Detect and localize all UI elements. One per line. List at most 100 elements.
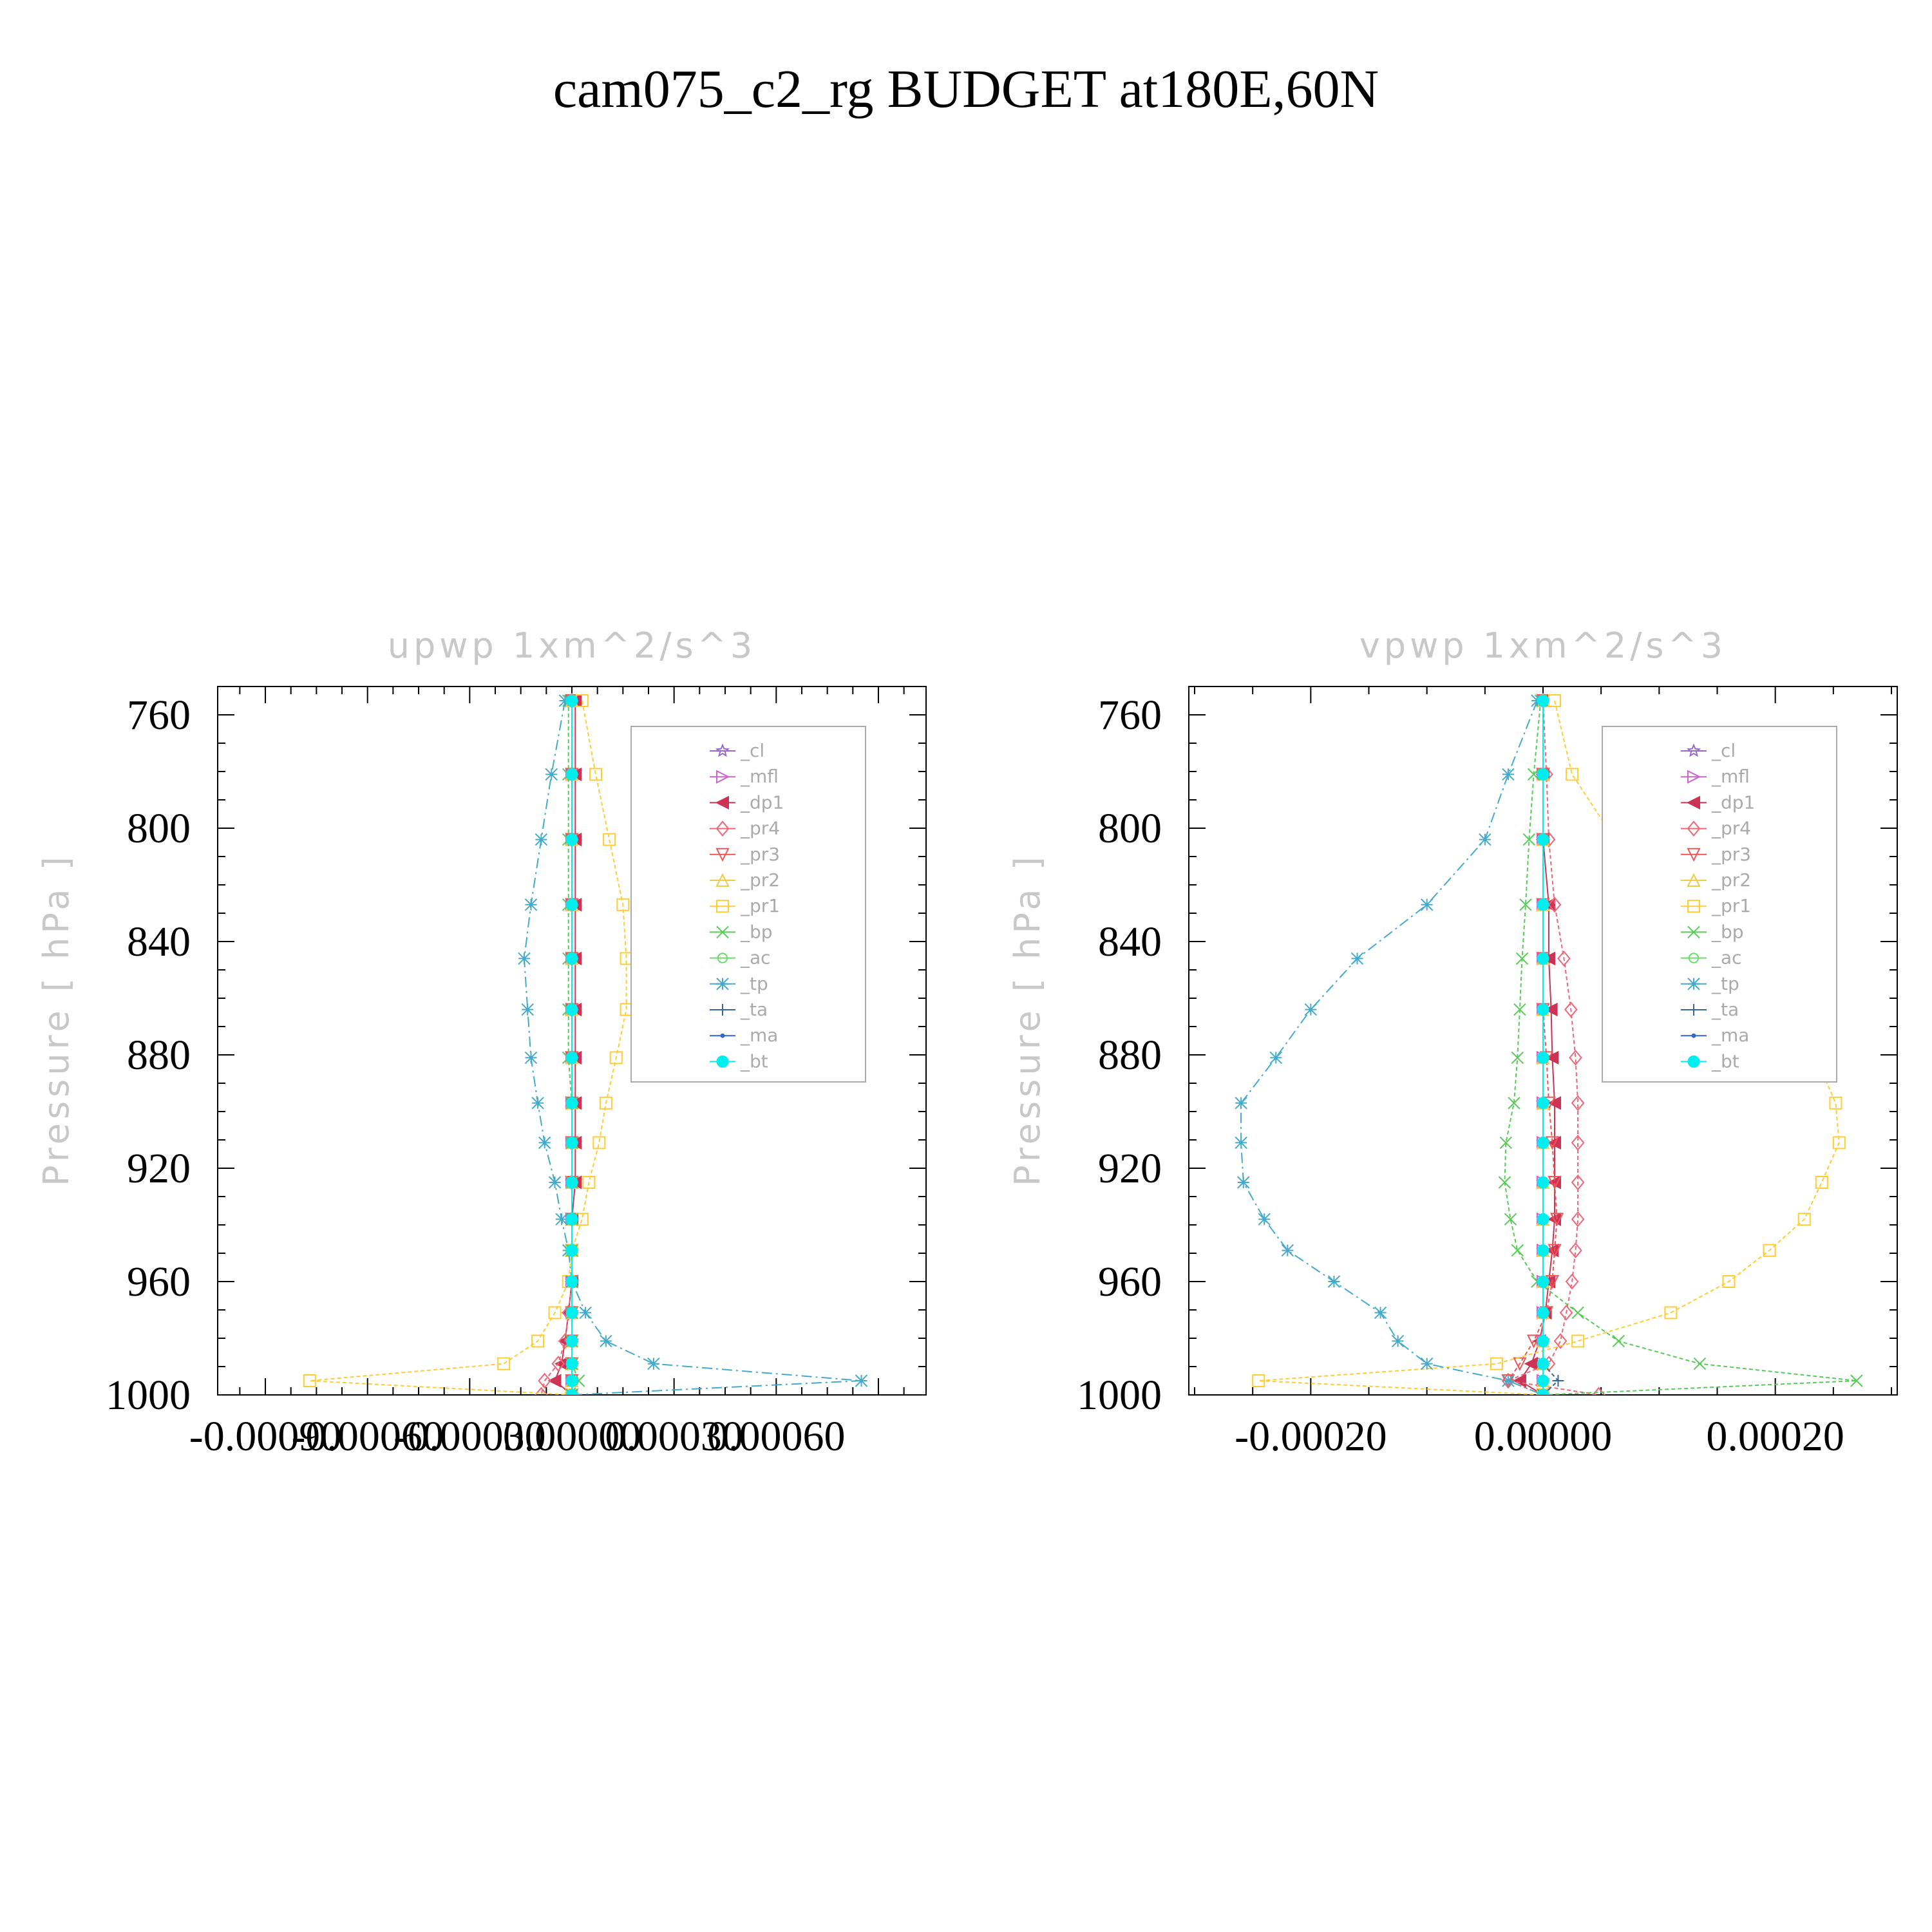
x-tick-label: -0.00090: [189, 1413, 341, 1460]
x-tick-label: -0.00030: [393, 1413, 545, 1460]
x-tick-label: 0.00060: [707, 1413, 846, 1460]
data-point-bt: [1537, 1306, 1549, 1319]
data-point-bt: [1537, 1213, 1549, 1226]
data-point-bp: [1515, 952, 1529, 965]
x-tick-label: -0.00060: [291, 1413, 443, 1460]
legend-label: _ma: [1711, 1025, 1749, 1046]
data-point-tp: [647, 1357, 660, 1370]
data-point-pr3: [1548, 1244, 1562, 1258]
data-point-pr1: [620, 1003, 633, 1016]
data-point-bt: [565, 1306, 578, 1319]
y-tick-label: 920: [1098, 1145, 1162, 1192]
data-point-bp: [1498, 1176, 1511, 1189]
legend-label: _pr4: [740, 818, 780, 839]
data-point-bt: [1537, 1244, 1549, 1257]
legend-marker: [1687, 770, 1701, 784]
data-point-pr1: [1763, 1244, 1776, 1257]
data-point-bt: [1537, 898, 1549, 911]
legend-marker: [715, 848, 730, 862]
y-tick-label: 960: [127, 1258, 191, 1305]
data-point-tp: [535, 833, 548, 846]
legend-marker: [1687, 925, 1700, 939]
data-point-bp: [1513, 1003, 1526, 1016]
legend-label: _ac: [1711, 947, 1742, 969]
y-tick-label: 800: [1098, 805, 1162, 852]
data-point-bt: [565, 1275, 578, 1288]
data-point-pr1: [1832, 1136, 1846, 1150]
data-point-dp1: [1524, 1356, 1538, 1371]
data-point-bt: [1537, 1003, 1549, 1016]
legend-label: _ma: [740, 1025, 778, 1046]
data-point-pr1: [1566, 768, 1579, 781]
y-tick-label: 880: [1098, 1032, 1162, 1079]
y-tick-label: 760: [1098, 692, 1162, 739]
legend-marker: [720, 1033, 725, 1038]
data-point-bt: [565, 1136, 578, 1149]
x-tick-label: 0.00000: [1474, 1413, 1613, 1460]
data-point-pr4: [538, 1372, 551, 1389]
data-point-pr4: [1569, 1242, 1582, 1258]
data-point-pr4: [1564, 1001, 1578, 1018]
series-line-pr4: [540, 701, 573, 1395]
data-point-bp: [1504, 1213, 1517, 1226]
series-line-tp: [523, 700, 862, 1395]
data-point-bt: [1537, 694, 1549, 707]
data-point-bt: [565, 898, 578, 911]
legend-marker: [716, 900, 729, 913]
data-point-tp: [1304, 1003, 1318, 1016]
data-point-tp: [1420, 1357, 1434, 1370]
legend-marker: [1687, 978, 1700, 990]
legend-label: _pr1: [740, 895, 780, 916]
x-tick-label: 0.00020: [1706, 1413, 1844, 1460]
data-point-pr4: [551, 1356, 565, 1372]
legend-label: _cl: [740, 740, 764, 761]
chart-panel-2: vpwp 1xm^2/s^3 Pressure [ hPa ] 760 800 840 8…: [1007, 625, 1898, 1460]
data-point-bt: [1537, 768, 1549, 781]
data-point-bp: [1693, 1357, 1707, 1370]
legend-marker: [1687, 820, 1701, 837]
figure-title: cam075_c2_rg BUDGET at180E,60N: [553, 59, 1379, 119]
data-point-pr1: [1797, 1213, 1811, 1226]
data-point-bp: [1571, 1306, 1584, 1320]
series-line-ta: [1542, 701, 1559, 1395]
data-point-pr3: [1550, 1213, 1564, 1227]
data-point-pr3: [1545, 1136, 1560, 1150]
data-point-tp: [1269, 1051, 1282, 1065]
data-point-pr1: [548, 1306, 562, 1320]
data-point-tp: [1502, 1374, 1515, 1387]
data-point-bt: [1537, 833, 1549, 846]
legend-label: _pr3: [740, 844, 780, 865]
data-point-tp: [1391, 1334, 1405, 1348]
data-point-tp: [558, 694, 572, 707]
y-axis-label: Pressure [ hPa ]: [36, 853, 77, 1186]
legend-label: _bp: [740, 921, 773, 942]
data-point-bp: [1850, 1374, 1863, 1387]
data-point-pr4: [1571, 1211, 1585, 1227]
data-point-bt: [1537, 1136, 1549, 1149]
data-point-pr1: [599, 1096, 612, 1110]
data-point-dp1: [1545, 1050, 1559, 1065]
data-point-bt: [565, 1051, 578, 1064]
data-point-bt: [1537, 952, 1549, 965]
legend-label: _mfl: [740, 766, 779, 787]
y-tick-label: 800: [127, 805, 191, 852]
series-line-pr4: [1506, 700, 1599, 1395]
chart-panel-1: upwp 1xm^2/s^3 Pressure [ hPa ] 760 800 840 8…: [36, 625, 927, 1460]
legend-marker: [1687, 1055, 1700, 1068]
data-point-tp: [1235, 1136, 1247, 1150]
series-line-dp1: [1519, 701, 1555, 1395]
legend-label: _mfl: [1711, 766, 1750, 787]
data-point-bt: [565, 1213, 578, 1226]
legend-label: _bt: [740, 1050, 768, 1072]
data-point-bp: [1519, 898, 1532, 911]
data-point-pr1: [531, 1334, 545, 1348]
legend-marker: [1687, 848, 1701, 862]
data-point-tp: [579, 1306, 592, 1320]
data-point-pr3: [1513, 1357, 1527, 1371]
data-point-pr4: [1557, 951, 1571, 967]
data-point-tp: [1327, 1275, 1341, 1288]
data-point-tp: [1502, 768, 1515, 781]
series-line-bp: [567, 701, 580, 1395]
data-point-tp: [1350, 952, 1364, 965]
data-point-pr1: [303, 1374, 316, 1387]
